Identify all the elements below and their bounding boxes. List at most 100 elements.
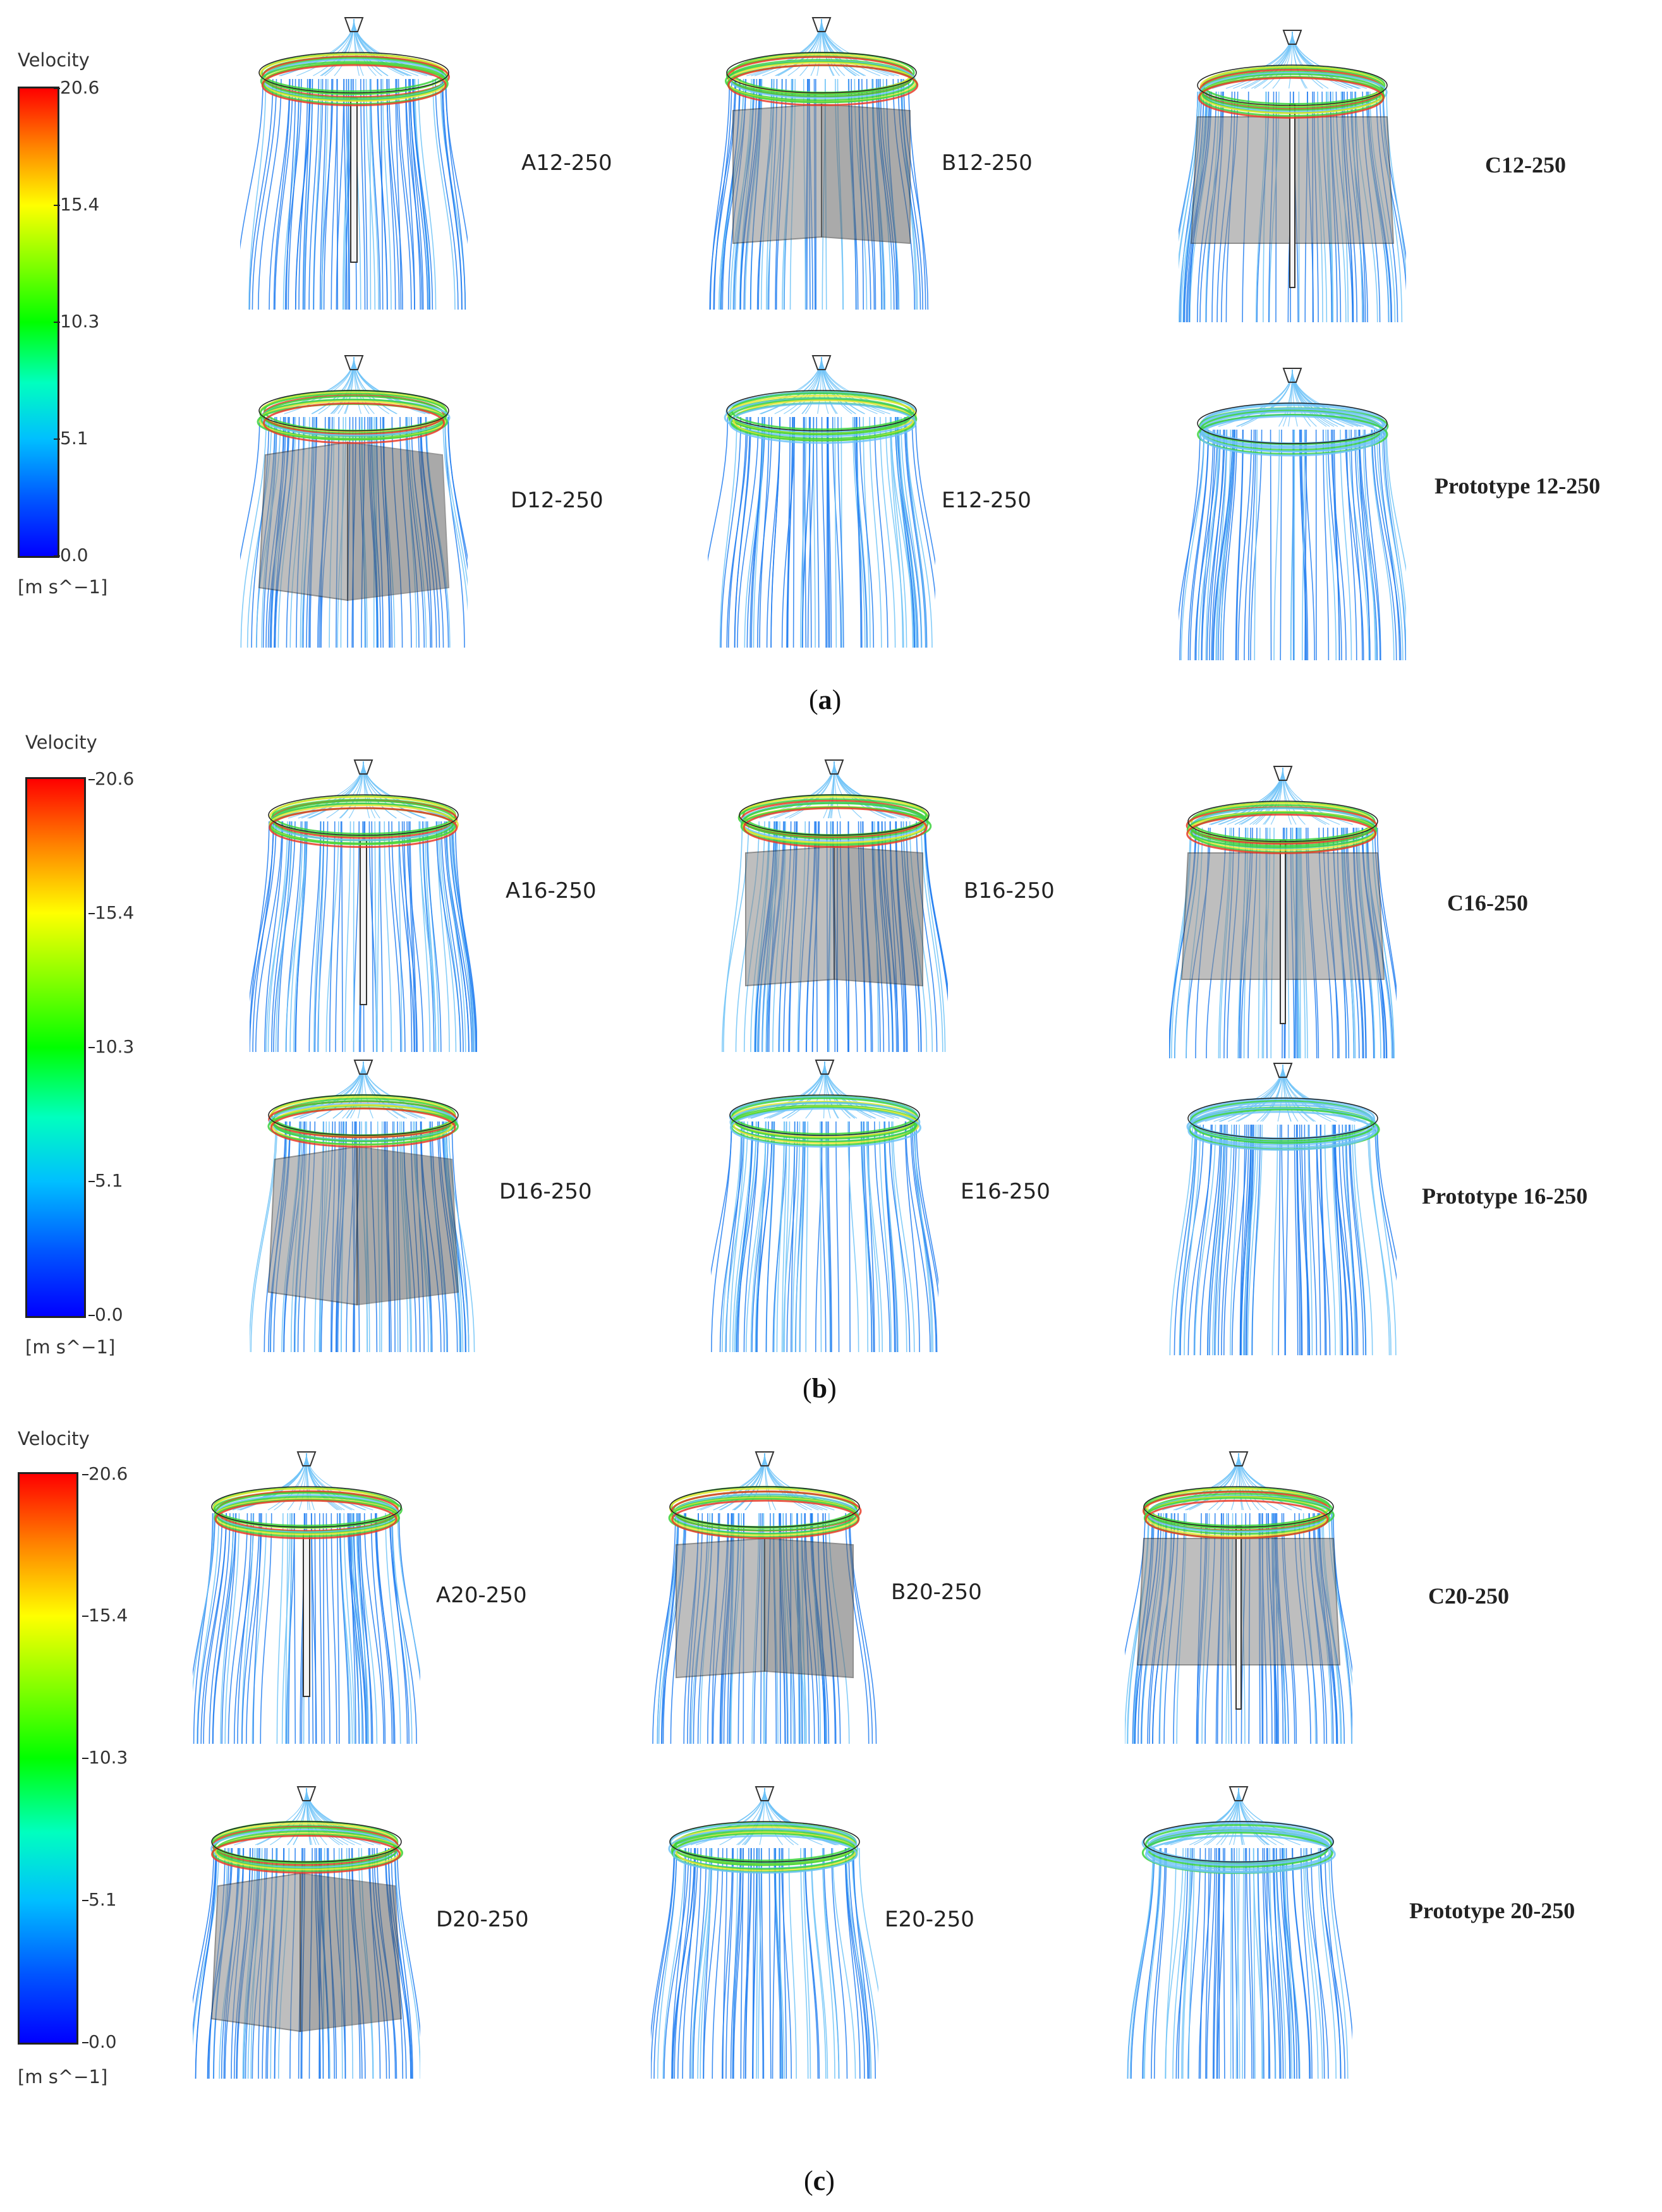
streamline bbox=[337, 1513, 340, 1744]
tick-label: 5.1 bbox=[88, 1170, 123, 1191]
streamline bbox=[826, 1121, 832, 1352]
streamline bbox=[905, 1121, 931, 1352]
streamline bbox=[1345, 1124, 1357, 1355]
streamline bbox=[422, 821, 435, 1052]
streamline bbox=[1271, 1124, 1278, 1355]
streamline bbox=[252, 1513, 267, 1744]
streamline bbox=[1165, 1847, 1177, 2079]
streamline bbox=[866, 1121, 880, 1352]
streamline bbox=[193, 1513, 215, 1677]
outlet-edge bbox=[268, 1094, 459, 1136]
streamline bbox=[911, 1121, 938, 1352]
streamline bbox=[356, 1513, 373, 1744]
streamline bbox=[1248, 429, 1256, 660]
streamline bbox=[250, 1121, 278, 1352]
streamline bbox=[408, 78, 421, 310]
streamline bbox=[387, 1847, 413, 2079]
streamline bbox=[1319, 1124, 1326, 1355]
streamline bbox=[329, 821, 336, 1052]
inlet-nozzle bbox=[344, 355, 364, 370]
streamline bbox=[788, 1847, 797, 2079]
streamlines bbox=[240, 18, 468, 310]
case-image bbox=[193, 1782, 420, 2079]
streamline bbox=[1269, 1847, 1277, 2079]
streamline bbox=[1376, 1124, 1397, 1262]
streamline bbox=[1292, 429, 1294, 660]
streamline bbox=[1247, 1124, 1259, 1355]
streamline bbox=[804, 356, 822, 414]
streamline bbox=[395, 78, 402, 310]
streamline bbox=[780, 1847, 792, 2079]
streamline-plot bbox=[708, 355, 935, 648]
inlet-nozzle bbox=[1273, 766, 1293, 781]
streamline bbox=[732, 1121, 753, 1352]
streamline bbox=[1374, 1124, 1397, 1281]
streamline bbox=[321, 78, 329, 310]
streamline bbox=[255, 821, 282, 1052]
streamline bbox=[412, 78, 431, 310]
case-image bbox=[1125, 1782, 1352, 2079]
streamline bbox=[736, 1121, 760, 1352]
streamline bbox=[800, 416, 807, 648]
streamline bbox=[1320, 1124, 1327, 1355]
inlet-nozzle bbox=[824, 759, 844, 775]
streamline bbox=[353, 1513, 367, 1744]
streamline bbox=[358, 1513, 368, 1744]
streamline bbox=[306, 1787, 320, 1846]
streamline bbox=[712, 1847, 724, 2079]
streamline bbox=[1385, 429, 1406, 621]
case-label: Prototype 20-250 bbox=[1409, 1898, 1575, 1923]
streamline bbox=[286, 1513, 293, 1744]
streamline bbox=[1213, 1847, 1220, 2079]
streamline bbox=[1324, 1124, 1336, 1355]
streamline bbox=[240, 416, 267, 648]
streamline bbox=[1301, 1124, 1311, 1355]
outlet-edge bbox=[258, 390, 449, 432]
streamline bbox=[1221, 1124, 1235, 1355]
streamline bbox=[273, 78, 291, 310]
streamline bbox=[885, 416, 904, 648]
streamline bbox=[802, 416, 811, 648]
streamline bbox=[330, 356, 355, 414]
case-image bbox=[250, 1055, 477, 1352]
streamline bbox=[302, 78, 310, 310]
streamline bbox=[1282, 767, 1340, 825]
streamline bbox=[264, 821, 284, 1052]
inlet-nozzle bbox=[755, 1786, 775, 1801]
baffle-plate bbox=[821, 103, 911, 245]
streamline bbox=[828, 1121, 832, 1352]
streamline bbox=[409, 78, 428, 310]
case-image bbox=[240, 13, 468, 310]
ring-streamline bbox=[1199, 415, 1383, 457]
streamline bbox=[309, 761, 364, 819]
case-image bbox=[708, 13, 935, 310]
streamline bbox=[761, 1847, 765, 2079]
case-label: B20-250 bbox=[891, 1580, 982, 1605]
streamline bbox=[834, 416, 837, 648]
color-bar bbox=[25, 777, 86, 1318]
streamline bbox=[353, 18, 389, 76]
streamline bbox=[904, 416, 926, 648]
streamline bbox=[1306, 1847, 1329, 2079]
streamline bbox=[1244, 1847, 1246, 2079]
streamline bbox=[284, 78, 302, 310]
streamline bbox=[1240, 1124, 1252, 1355]
streamline bbox=[821, 18, 856, 76]
streamline bbox=[1325, 429, 1337, 660]
streamline bbox=[391, 1847, 411, 2079]
case-label: C12-250 bbox=[1485, 152, 1566, 178]
streamline bbox=[1231, 1124, 1247, 1355]
streamline bbox=[260, 1513, 272, 1744]
streamline bbox=[1278, 1124, 1281, 1355]
streamline bbox=[831, 1847, 848, 2079]
outlet-edge bbox=[268, 794, 459, 836]
streamline bbox=[286, 1513, 295, 1744]
panel-c: Velocity 20.6 15.4 10.3 5.1 0.0 [m s^−1]… bbox=[0, 1428, 1662, 2212]
inlet-nozzle bbox=[344, 17, 364, 32]
streamline bbox=[1262, 1847, 1271, 2079]
streamline bbox=[406, 821, 424, 1052]
streamline bbox=[1386, 429, 1406, 572]
streamline bbox=[1376, 1124, 1397, 1355]
swirl-ring bbox=[724, 52, 919, 106]
streamline bbox=[1345, 429, 1364, 660]
